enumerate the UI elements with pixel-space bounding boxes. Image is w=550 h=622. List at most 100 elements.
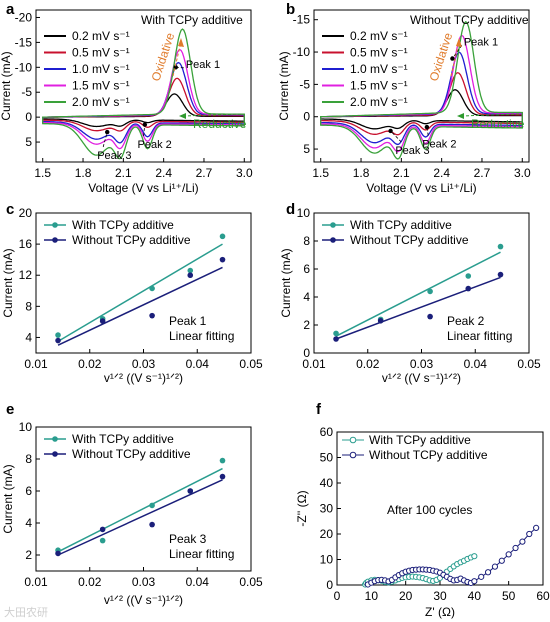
data-point	[465, 273, 472, 279]
data-point	[519, 538, 526, 545]
fit-line	[335, 276, 501, 340]
x-tick-label: 2.7	[196, 166, 213, 180]
x-tick-label: 10	[365, 589, 379, 603]
data-point	[533, 524, 540, 531]
data-point	[333, 336, 339, 342]
plot-frame	[313, 9, 530, 163]
legend-label: 2.0 mV s⁻¹	[350, 95, 408, 109]
panel-d: d 0.01 0.02 0.03 0.04 0.05 0 2 4 6 8 10 v¹ᐟ² ((V s⁻¹…	[279, 201, 541, 385]
y-tick-label: -5	[21, 85, 32, 99]
y-tick-label: 5	[25, 135, 32, 149]
legend-label: 1.0 mV s⁻¹	[72, 62, 130, 76]
data-point	[149, 285, 155, 292]
x-axis-label: v¹ᐟ² ((V s⁻¹)¹ᐟ²)	[104, 593, 183, 607]
y-tick-label: 0	[326, 578, 333, 592]
y-axis-label: Current (mA)	[1, 248, 15, 317]
legend-label: With TCPy additive	[369, 433, 471, 447]
y-tick-label: 12	[19, 268, 33, 282]
data-point	[187, 267, 194, 274]
annotation-leader	[102, 131, 108, 148]
annotation-leader	[143, 124, 146, 137]
data-point	[99, 318, 106, 324]
x-tick-label: 0.04	[186, 357, 210, 371]
cv-curves	[42, 28, 245, 160]
y-tick-label: 10	[19, 420, 33, 434]
y-tick-label: 0	[303, 110, 310, 124]
legend: With TCPy additive 0.2 mV s⁻¹ 0.5 mV s⁻¹ 1.…	[44, 13, 243, 109]
data-point	[219, 233, 226, 240]
annotation-arrowhead	[424, 124, 430, 130]
annotation-label: Peak 3	[97, 150, 131, 162]
x-axis-label: v¹ᐟ² ((V s⁻¹)¹ᐟ²)	[104, 371, 183, 385]
x-axis-ticks: 0.01 0.02 0.03 0.04 0.05	[24, 567, 263, 589]
legend-marker	[349, 451, 357, 459]
x-tick-label: 0.04	[186, 575, 210, 589]
y-tick-label: 8	[303, 234, 310, 248]
data-point	[491, 563, 499, 570]
data-point	[149, 312, 155, 319]
legend-label: 0.2 mV s⁻¹	[72, 29, 130, 43]
x-tick-label: 3.0	[236, 166, 253, 180]
annotation-arrowhead	[105, 129, 110, 135]
data-point	[219, 473, 226, 480]
x-axis-ticks: 0 10 20 30 40 50 60	[334, 581, 550, 603]
y-tick-label: 60	[320, 425, 334, 439]
data-point	[497, 271, 504, 278]
x-tick-label: 0.02	[356, 357, 380, 371]
legend-label: Without TCPy additive	[72, 233, 191, 247]
fit-label: Linear fitting	[169, 547, 234, 561]
panel-letter: e	[6, 401, 14, 418]
legend-marker	[52, 436, 58, 442]
y-axis-ticks: 0 10 20 30 40 50 60	[320, 425, 341, 592]
annotation-label: Peak 3	[395, 145, 429, 157]
y-tick-label: 5	[303, 142, 310, 156]
x-axis-ticks: 0.01 0.02 0.03 0.04 0.05	[302, 349, 541, 371]
data-point	[149, 521, 155, 528]
y-axis-label: Current (mA)	[279, 248, 293, 317]
y-tick-label: -5	[299, 77, 310, 91]
x-tick-label: 0.05	[239, 357, 263, 371]
annotation-arrowhead	[388, 128, 393, 134]
data-point	[55, 550, 61, 557]
oxidative-arrow	[450, 41, 460, 77]
x-tick-label: 1.5	[34, 166, 51, 180]
peak-label: Peak 2	[447, 314, 485, 328]
y-axis-ticks: 0 2 4 6 8 10	[297, 206, 318, 360]
legend-marker	[52, 237, 58, 243]
legend-marker	[349, 436, 357, 444]
y-tick-label: 2	[303, 318, 310, 332]
panel-letter: c	[6, 201, 14, 218]
panel-e: e 0.01 0.02 0.03 0.04 0.05 2 4 6 8 10 v¹ᐟ² ((V s⁻¹)…	[1, 401, 263, 607]
fit-line	[335, 251, 501, 337]
y-tick-label: 10	[320, 553, 334, 567]
data-point	[505, 551, 512, 558]
data-point	[187, 488, 194, 494]
y-tick-label: 20	[320, 527, 334, 541]
data-point	[219, 256, 226, 263]
cv-curves	[320, 20, 523, 160]
x-tick-label: 2.1	[393, 166, 410, 180]
y-tick-label: 0	[25, 110, 32, 124]
reductive-label: Reductive	[193, 117, 247, 131]
oxidative-arrowhead	[178, 38, 184, 47]
data-point	[526, 530, 533, 538]
data-point	[55, 332, 61, 338]
x-tick-label: 0.03	[410, 357, 434, 371]
x-tick-label: 30	[433, 589, 447, 603]
annotation-label: Peak 1	[186, 59, 220, 71]
series-line	[42, 28, 245, 160]
panel-letter: d	[286, 201, 295, 218]
legend-label: Without TCPy additive	[369, 448, 488, 462]
x-tick-label: 2.4	[155, 166, 172, 180]
x-axis-ticks: 1.5 1.8 2.1 2.4 2.7 3.0	[312, 158, 531, 180]
x-tick-label: 0.05	[239, 575, 263, 589]
x-axis-label: Z' (Ω)	[425, 605, 455, 619]
legend-marker	[52, 451, 58, 457]
series-line	[320, 20, 523, 160]
y-axis-label: Current (mA)	[277, 51, 291, 120]
annotation-leader	[390, 130, 402, 143]
fit-line	[57, 467, 223, 553]
